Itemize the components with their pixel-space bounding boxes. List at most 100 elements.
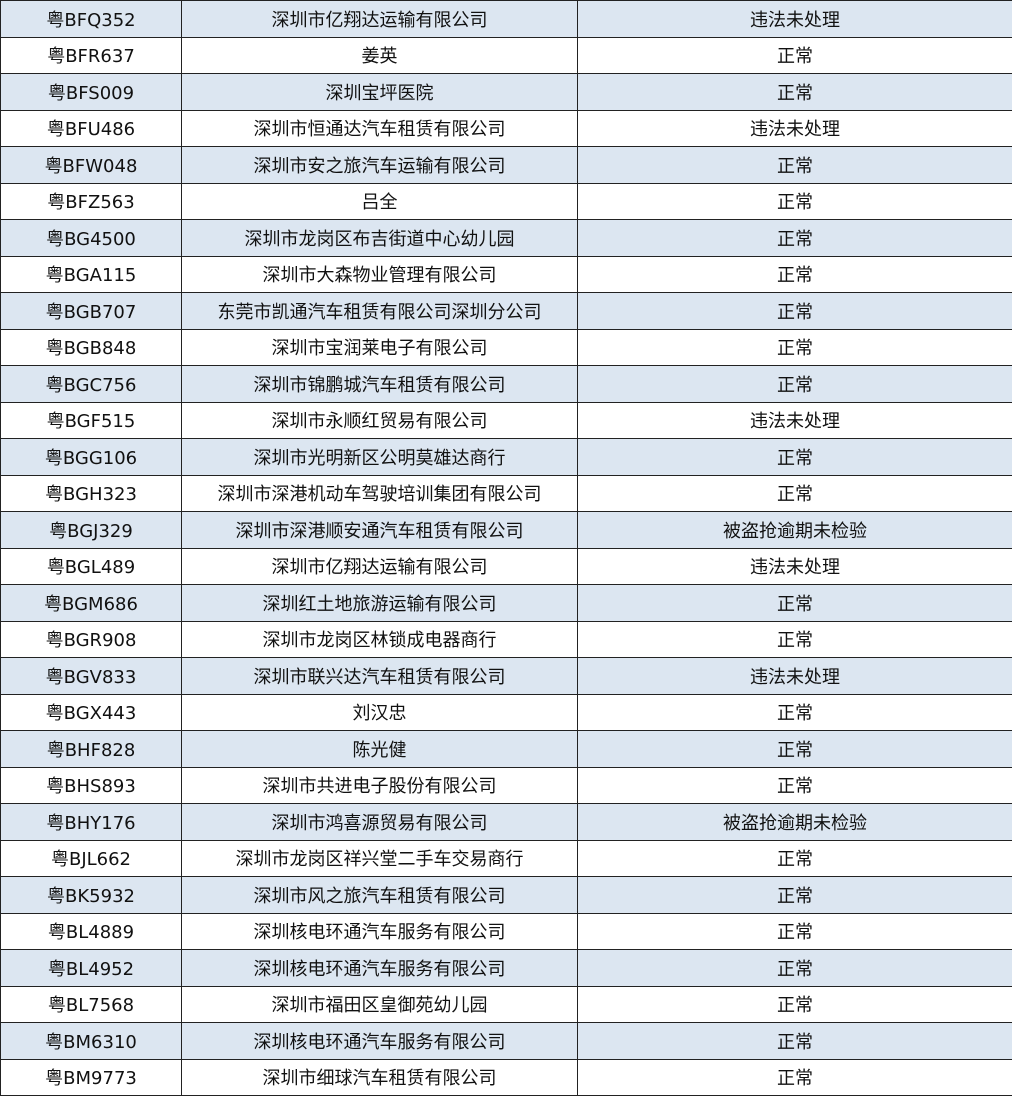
status-cell: 正常 (577, 182, 1012, 220)
status-cell: 正常 (577, 584, 1012, 622)
owner-cell: 深圳市光明新区公明莫雄达商行 (181, 438, 578, 476)
owner-cell: 姜英 (181, 36, 578, 74)
owner-cell: 深圳市细球汽车租赁有限公司 (181, 1058, 578, 1096)
owner-cell: 深圳市龙岗区林锁成电器商行 (181, 620, 578, 658)
status-cell: 违法未处理 (577, 401, 1012, 439)
status-cell: 正常 (577, 36, 1012, 74)
plate-cell: 粤BGC756 (0, 365, 182, 403)
owner-cell: 陈光健 (181, 730, 578, 768)
plate-cell: 粤BGX443 (0, 693, 182, 731)
owner-cell: 深圳市大森物业管理有限公司 (181, 255, 578, 293)
status-cell: 正常 (577, 292, 1012, 330)
status-cell: 违法未处理 (577, 657, 1012, 695)
owner-cell: 深圳宝坪医院 (181, 73, 578, 111)
plate-cell: 粤BGF515 (0, 401, 182, 439)
status-cell: 正常 (577, 328, 1012, 366)
table-row: 粤BGM686 深圳红土地旅游运输有限公司 正常 (0, 584, 1012, 622)
table-row: 粤BL4952 深圳核电环通汽车服务有限公司 正常 (0, 949, 1012, 987)
table-row: 粤BG4500 深圳市龙岗区布吉街道中心幼儿园 正常 (0, 219, 1012, 257)
table-row: 粤BFZ563 吕全 正常 (0, 182, 1012, 220)
table-row: 粤BL7568 深圳市福田区皇御苑幼儿园 正常 (0, 985, 1012, 1023)
plate-cell: 粤BM6310 (0, 1022, 182, 1060)
plate-cell: 粤BFW048 (0, 146, 182, 184)
plate-cell: 粤BGB707 (0, 292, 182, 330)
owner-cell: 深圳市龙岗区祥兴堂二手车交易商行 (181, 839, 578, 877)
plate-cell: 粤BJL662 (0, 839, 182, 877)
status-cell: 正常 (577, 1022, 1012, 1060)
owner-cell: 深圳市鸿喜源贸易有限公司 (181, 803, 578, 841)
owner-cell: 深圳市安之旅汽车运输有限公司 (181, 146, 578, 184)
status-cell: 正常 (577, 876, 1012, 914)
status-cell: 正常 (577, 620, 1012, 658)
plate-cell: 粤BHY176 (0, 803, 182, 841)
owner-cell: 深圳市风之旅汽车租赁有限公司 (181, 876, 578, 914)
table-row: 粤BGC756 深圳市锦鹏城汽车租赁有限公司 正常 (0, 365, 1012, 403)
table-row: 粤BHY176 深圳市鸿喜源贸易有限公司 被盗抢逾期未检验 (0, 803, 1012, 841)
table-row: 粤BGR908 深圳市龙岗区林锁成电器商行 正常 (0, 620, 1012, 658)
plate-cell: 粤BL4952 (0, 949, 182, 987)
table-row: 粤BGH323 深圳市深港机动车驾驶培训集团有限公司 正常 (0, 474, 1012, 512)
status-cell: 被盗抢逾期未检验 (577, 511, 1012, 549)
table-row: 粤BGL489 深圳市亿翔达运输有限公司 违法未处理 (0, 547, 1012, 585)
owner-cell: 深圳市亿翔达运输有限公司 (181, 547, 578, 585)
table-row: 粤BGX443 刘汉忠 正常 (0, 693, 1012, 731)
owner-cell: 深圳核电环通汽车服务有限公司 (181, 949, 578, 987)
plate-cell: 粤BHS893 (0, 766, 182, 804)
owner-cell: 吕全 (181, 182, 578, 220)
table-row: 粤BFS009 深圳宝坪医院 正常 (0, 73, 1012, 111)
plate-cell: 粤BFQ352 (0, 0, 182, 38)
status-cell: 违法未处理 (577, 547, 1012, 585)
owner-cell: 东莞市凯通汽车租赁有限公司深圳分公司 (181, 292, 578, 330)
status-cell: 正常 (577, 146, 1012, 184)
owner-cell: 深圳市深港顺安通汽车租赁有限公司 (181, 511, 578, 549)
status-cell: 正常 (577, 912, 1012, 950)
owner-cell: 深圳红土地旅游运输有限公司 (181, 584, 578, 622)
status-cell: 被盗抢逾期未检验 (577, 803, 1012, 841)
status-cell: 正常 (577, 1058, 1012, 1096)
table-row: 粤BGB707 东莞市凯通汽车租赁有限公司深圳分公司 正常 (0, 292, 1012, 330)
owner-cell: 深圳核电环通汽车服务有限公司 (181, 912, 578, 950)
plate-cell: 粤BGR908 (0, 620, 182, 658)
table-row: 粤BM9773 深圳市细球汽车租赁有限公司 正常 (0, 1058, 1012, 1096)
table-row: 粤BGG106 深圳市光明新区公明莫雄达商行 正常 (0, 438, 1012, 476)
plate-cell: 粤BL7568 (0, 985, 182, 1023)
status-cell: 正常 (577, 474, 1012, 512)
owner-cell: 深圳市锦鹏城汽车租赁有限公司 (181, 365, 578, 403)
status-cell: 正常 (577, 985, 1012, 1023)
status-cell: 正常 (577, 219, 1012, 257)
plate-cell: 粤BFR637 (0, 36, 182, 74)
table-row: 粤BHF828 陈光健 正常 (0, 730, 1012, 768)
owner-cell: 深圳市永顺红贸易有限公司 (181, 401, 578, 439)
status-cell: 违法未处理 (577, 0, 1012, 38)
status-cell: 违法未处理 (577, 109, 1012, 147)
plate-cell: 粤BK5932 (0, 876, 182, 914)
status-cell: 正常 (577, 255, 1012, 293)
plate-cell: 粤BFS009 (0, 73, 182, 111)
status-cell: 正常 (577, 839, 1012, 877)
plate-cell: 粤BGJ329 (0, 511, 182, 549)
plate-cell: 粤BGG106 (0, 438, 182, 476)
plate-cell: 粤BFU486 (0, 109, 182, 147)
owner-cell: 深圳核电环通汽车服务有限公司 (181, 1022, 578, 1060)
table-row: 粤BFW048 深圳市安之旅汽车运输有限公司 正常 (0, 146, 1012, 184)
owner-cell: 深圳市亿翔达运输有限公司 (181, 0, 578, 38)
table-row: 粤BGJ329 深圳市深港顺安通汽车租赁有限公司 被盗抢逾期未检验 (0, 511, 1012, 549)
table-row: 粤BM6310 深圳核电环通汽车服务有限公司 正常 (0, 1022, 1012, 1060)
table-row: 粤BK5932 深圳市风之旅汽车租赁有限公司 正常 (0, 876, 1012, 914)
plate-cell: 粤BM9773 (0, 1058, 182, 1096)
table-row: 粤BGV833 深圳市联兴达汽车租赁有限公司 违法未处理 (0, 657, 1012, 695)
status-cell: 正常 (577, 438, 1012, 476)
plate-cell: 粤BG4500 (0, 219, 182, 257)
table-row: 粤BFQ352 深圳市亿翔达运输有限公司 违法未处理 (0, 0, 1012, 38)
owner-cell: 深圳市福田区皇御苑幼儿园 (181, 985, 578, 1023)
status-cell: 正常 (577, 73, 1012, 111)
owner-cell: 深圳市联兴达汽车租赁有限公司 (181, 657, 578, 695)
status-cell: 正常 (577, 693, 1012, 731)
plate-cell: 粤BHF828 (0, 730, 182, 768)
plate-cell: 粤BL4889 (0, 912, 182, 950)
plate-cell: 粤BGL489 (0, 547, 182, 585)
plate-cell: 粤BGH323 (0, 474, 182, 512)
owner-cell: 深圳市共进电子股份有限公司 (181, 766, 578, 804)
